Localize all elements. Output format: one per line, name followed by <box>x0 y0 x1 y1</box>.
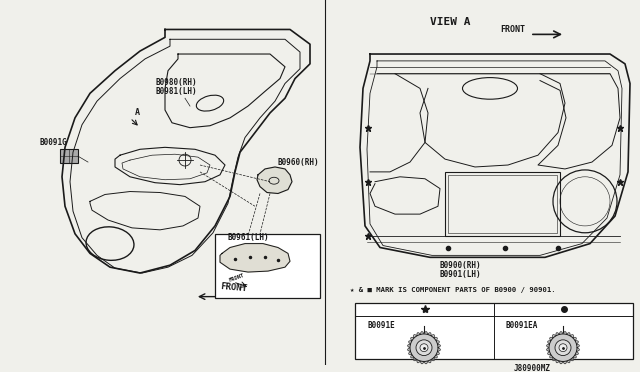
Text: B0980(RH): B0980(RH) <box>155 78 196 87</box>
Text: B0901(LH): B0901(LH) <box>439 270 481 279</box>
Bar <box>215 234 320 298</box>
Text: B0981(LH): B0981(LH) <box>155 87 196 96</box>
Text: B0960(RH): B0960(RH) <box>278 158 319 167</box>
Bar <box>445 172 560 236</box>
Text: B0961(LH): B0961(LH) <box>227 232 269 242</box>
Text: FRONT: FRONT <box>500 25 525 35</box>
Circle shape <box>555 340 571 356</box>
Text: B0900(RH): B0900(RH) <box>439 261 481 270</box>
Text: FRONT: FRONT <box>228 273 245 283</box>
Bar <box>355 302 633 359</box>
Text: VIEW A: VIEW A <box>430 17 470 26</box>
Text: A: A <box>135 108 140 117</box>
Circle shape <box>420 344 428 352</box>
Text: ★ & ■ MARK IS COMPONENT PARTS OF B0900 / 90901.: ★ & ■ MARK IS COMPONENT PARTS OF B0900 /… <box>350 287 556 293</box>
Bar <box>448 175 557 233</box>
Text: B0091EA: B0091EA <box>506 321 538 330</box>
Text: B0091E: B0091E <box>367 321 395 330</box>
Circle shape <box>559 344 567 352</box>
Circle shape <box>416 340 432 356</box>
Bar <box>60 149 78 163</box>
Polygon shape <box>408 331 440 364</box>
Polygon shape <box>257 167 292 193</box>
Polygon shape <box>220 244 290 272</box>
Text: B0091G: B0091G <box>40 138 68 147</box>
Text: J80900MZ: J80900MZ <box>514 364 551 372</box>
Circle shape <box>549 334 577 362</box>
Circle shape <box>410 334 438 362</box>
Text: FRONT: FRONT <box>220 282 248 294</box>
Polygon shape <box>547 331 579 364</box>
